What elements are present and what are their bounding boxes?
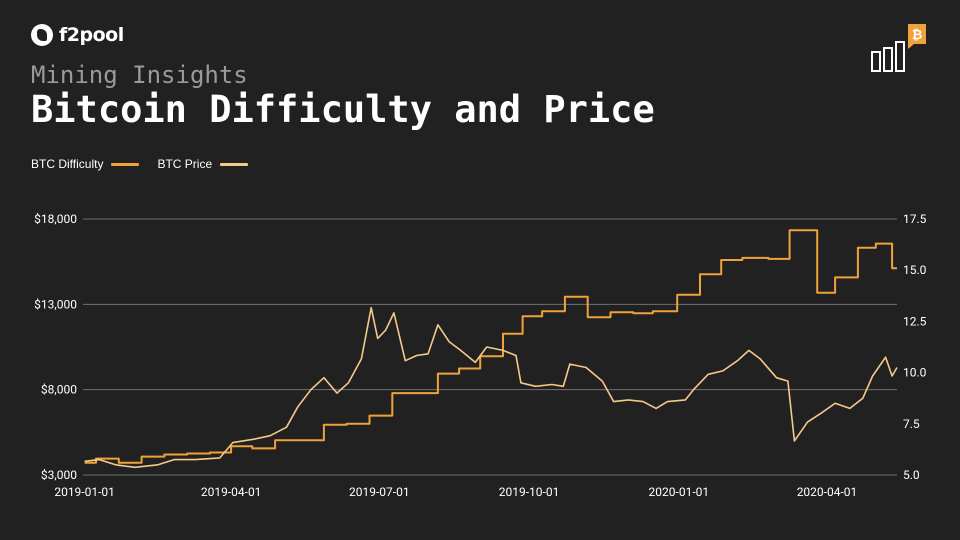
legend-item-difficulty: BTC Difficulty [31, 157, 140, 171]
page-subtitle: Mining Insights [31, 61, 248, 89]
x-tick-label: 2020-04-01 [797, 485, 858, 499]
difficulty-series-line [84, 229, 897, 464]
y-left-tick-label: $3,000 [41, 468, 77, 482]
y-left-tick-label: $8,000 [41, 383, 77, 397]
brand-name: f2pool [59, 24, 124, 46]
y-left-tick-label: $13,000 [34, 297, 77, 311]
chart-legend: BTC Difficulty BTC Price [31, 157, 266, 171]
series-lines [84, 229, 898, 469]
x-tick-label: 2019-07-01 [349, 485, 410, 499]
brand: f2pool [31, 24, 124, 46]
legend-swatch-difficulty [111, 162, 140, 166]
gridlines [83, 218, 897, 476]
y-left-tick-label: $18,000 [34, 212, 77, 226]
y-axis-right: 5.0 7.5 10.0 12.5 15.0 17.5 [903, 212, 927, 482]
price-series-line [84, 306, 898, 469]
y-right-tick-label: 7.5 [903, 417, 920, 431]
legend-label-price: BTC Price [157, 157, 213, 171]
svg-text:₿: ₿ [912, 27, 923, 42]
y-right-tick-label: 15.0 [903, 263, 927, 277]
x-tick-label: 2019-10-01 [499, 485, 560, 499]
legend-item-price: BTC Price [157, 157, 249, 171]
x-tick-label: 2019-04-01 [201, 485, 262, 499]
bitcoin-bar-chart-icon: ₿ [871, 24, 926, 72]
legend-swatch-price [220, 162, 249, 166]
page-title: Bitcoin Difficulty and Price [31, 88, 655, 131]
y-right-tick-label: 10.0 [903, 366, 927, 380]
y-right-tick-label: 17.5 [903, 212, 927, 226]
x-tick-label: 2019-01-01 [54, 485, 115, 499]
x-tick-label: 2020-01-01 [649, 485, 710, 499]
legend-label-difficulty: BTC Difficulty [31, 157, 104, 171]
y-axis-left: $3,000 $8,000 $13,000 $18,000 [34, 212, 77, 482]
y-right-tick-label: 12.5 [903, 314, 927, 328]
y-right-tick-label: 5.0 [903, 468, 920, 482]
f2pool-logo-icon [31, 24, 53, 46]
x-axis: 2019-01-01 2019-04-01 2019-07-01 2019-10-01… [54, 485, 857, 499]
